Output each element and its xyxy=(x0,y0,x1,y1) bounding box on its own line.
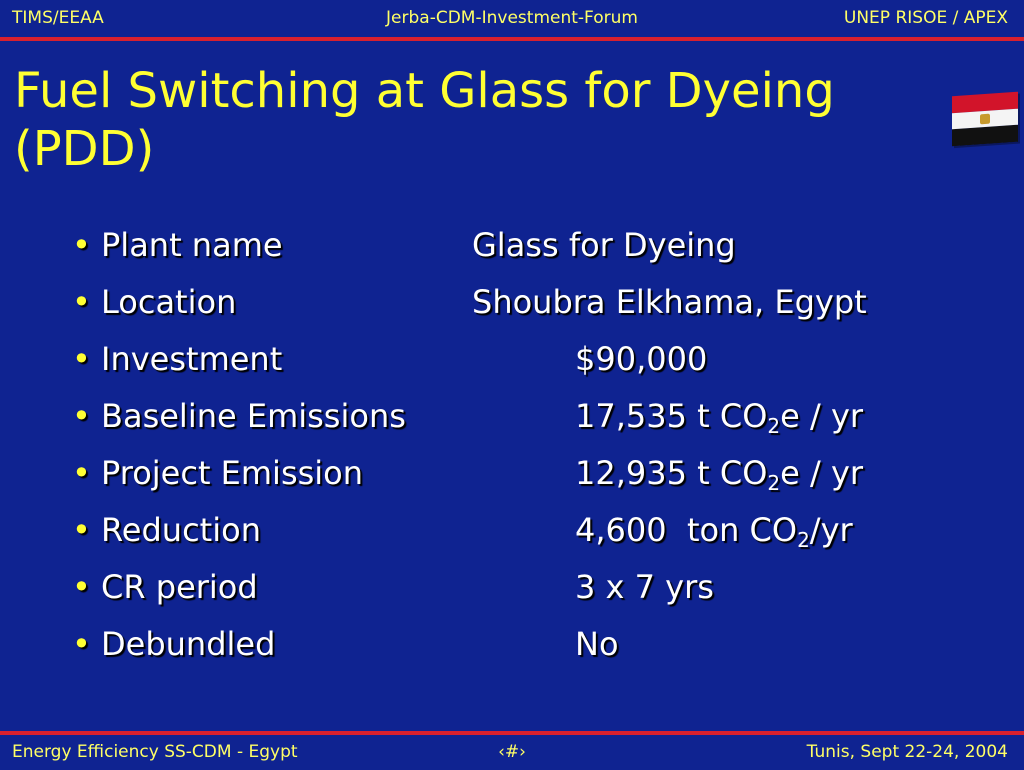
item-label: Reduction xyxy=(101,511,261,549)
bullet-icon: • xyxy=(72,397,91,435)
footer-left-text: Energy Efficiency SS-CDM - Egypt xyxy=(12,742,298,762)
header-right-text: UNEP RISOE / APEX xyxy=(843,8,1008,28)
item-value: $90,000 xyxy=(575,340,708,378)
bullet-icon: • xyxy=(72,226,91,264)
slide-footer: Energy Efficiency SS-CDM - Egypt ‹#› Tun… xyxy=(0,734,1024,770)
list-item-location: • Location Shoubra Elkhama, Egypt xyxy=(0,275,1024,329)
item-label: Baseline Emissions xyxy=(101,397,406,435)
item-value: Shoubra Elkhama, Egypt xyxy=(472,283,867,321)
slide-header: TIMS/EEAA Jerba-CDM-Investment-Forum UNE… xyxy=(0,0,1024,36)
item-label: Debundled xyxy=(101,625,276,663)
value-suffix: e / yr xyxy=(780,397,864,435)
value-main: 17,535 t CO xyxy=(575,397,768,435)
bullet-icon: • xyxy=(72,625,91,663)
list-item-baseline-emissions: • Baseline Emissions 17,535 t CO2e / yr xyxy=(0,389,1024,443)
header-center-text: Jerba-CDM-Investment-Forum xyxy=(386,8,638,28)
footer-right-text: Tunis, Sept 22-24, 2004 xyxy=(806,742,1008,762)
bullet-icon: • xyxy=(72,454,91,492)
list-item-project-emission: • Project Emission 12,935 t CO2e / yr xyxy=(0,446,1024,500)
list-item-debundled: • Debundled No xyxy=(0,617,1024,671)
header-left-text: TIMS/EEAA xyxy=(12,8,104,28)
list-item-reduction: • Reduction 4,600 ton CO2/yr xyxy=(0,503,1024,557)
bullet-icon: • xyxy=(72,283,91,321)
value-suffix: /yr xyxy=(809,511,853,549)
value-subscript: 2 xyxy=(797,528,810,552)
bullet-icon: • xyxy=(72,340,91,378)
item-value: 4,600 ton CO2/yr xyxy=(575,503,853,557)
item-label: Location xyxy=(101,283,237,321)
slide-number: ‹#› xyxy=(498,742,526,762)
bullet-icon: • xyxy=(72,568,91,606)
list-item-cr-period: • CR period 3 x 7 yrs xyxy=(0,560,1024,614)
item-value: Glass for Dyeing xyxy=(472,226,736,264)
item-value: 12,935 t CO2e / yr xyxy=(575,446,863,500)
slide-title: Fuel Switching at Glass for Dyeing (PDD) xyxy=(14,63,835,177)
item-value: 3 x 7 yrs xyxy=(575,568,714,606)
item-label: Project Emission xyxy=(101,454,364,492)
list-item-plant-name: • Plant name Glass for Dyeing xyxy=(0,218,1024,272)
item-label: Investment xyxy=(101,340,283,378)
item-value: 17,535 t CO2e / yr xyxy=(575,389,863,443)
egypt-flag-icon xyxy=(952,91,1018,147)
eagle-icon xyxy=(980,113,990,125)
value-subscript: 2 xyxy=(767,471,781,495)
header-divider xyxy=(0,37,1024,41)
bullet-icon: • xyxy=(72,511,91,549)
list-item-investment: • Investment $90,000 xyxy=(0,332,1024,386)
value-suffix: e / yr xyxy=(780,454,864,492)
value-subscript: 2 xyxy=(767,414,781,438)
item-label: CR period xyxy=(101,568,258,606)
item-value: No xyxy=(575,625,619,663)
item-label: Plant name xyxy=(101,226,283,264)
value-main: 4,600 ton CO xyxy=(575,511,798,549)
value-main: 12,935 t CO xyxy=(575,454,768,492)
footer-divider xyxy=(0,731,1024,735)
